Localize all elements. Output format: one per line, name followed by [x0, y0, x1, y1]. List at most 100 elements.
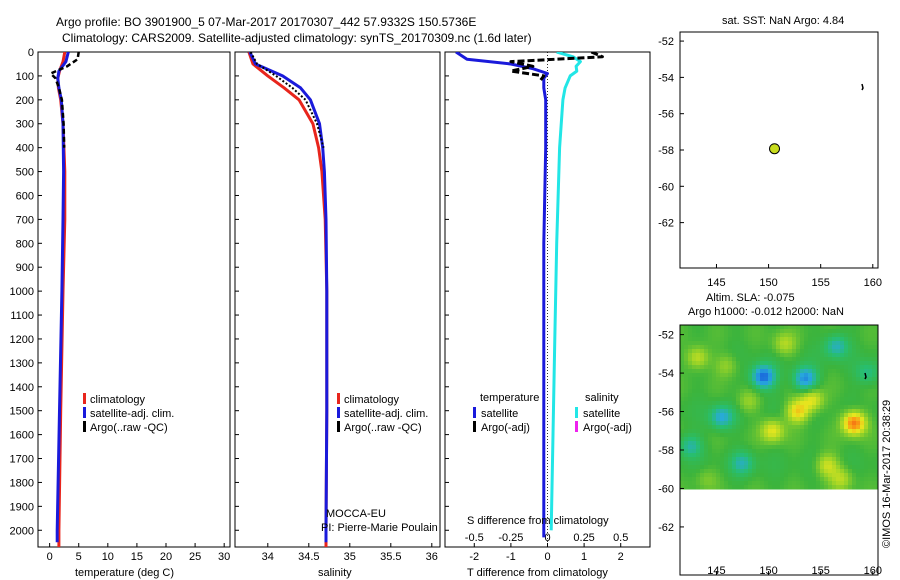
sla-cell: [832, 453, 837, 458]
sla-cell: [828, 385, 833, 390]
sla-cell: [748, 469, 753, 474]
sla-cell: [764, 353, 769, 358]
sla-cell: [732, 413, 737, 418]
temperature-x-tick-label: 15: [131, 551, 143, 563]
sla-cell: [772, 465, 777, 470]
sla-cell: [784, 449, 789, 454]
sla-cell: [760, 429, 765, 434]
legend-temp-satellite-swatch: [473, 407, 476, 418]
sla-cell: [812, 485, 817, 490]
sla-cell: [836, 365, 841, 370]
sla-cell: [688, 361, 693, 366]
sla-cell: [744, 421, 749, 426]
sla-cell: [852, 373, 857, 378]
sla-cell: [752, 353, 757, 358]
sla-cell: [804, 477, 809, 482]
sla-cell: [716, 473, 721, 478]
sla-cell: [768, 381, 773, 386]
sla-cell: [684, 417, 689, 422]
sla-cell: [800, 369, 805, 374]
lon-tick-label: 150: [759, 565, 777, 577]
sla-cell: [760, 345, 765, 350]
sla-cell: [796, 337, 801, 342]
sla-cell: [728, 437, 733, 442]
sla-cell: [752, 337, 757, 342]
sla-cell: [836, 437, 841, 442]
sla-cell: [696, 453, 701, 458]
difference-x-tick-label: -2: [469, 551, 479, 563]
sla-cell: [848, 453, 853, 458]
sla-cell: [848, 377, 853, 382]
sla-cell: [872, 369, 877, 374]
sla-cell: [760, 357, 765, 362]
sla-cell: [852, 449, 857, 454]
sla-cell: [724, 413, 729, 418]
sla-cell: [832, 329, 837, 334]
sla-cell: [764, 389, 769, 394]
sla-cell: [872, 429, 877, 434]
sla-cell: [812, 469, 817, 474]
sla-cell: [832, 445, 837, 450]
sla-cell: [716, 377, 721, 382]
sla-cell: [864, 385, 869, 390]
sla-cell: [828, 445, 833, 450]
sla-cell: [712, 333, 717, 338]
sla-cell: [728, 365, 733, 370]
sla-cell: [876, 417, 878, 422]
sla-cell: [764, 485, 769, 490]
sla-cell: [756, 461, 761, 466]
sla-cell: [820, 337, 825, 342]
sla-cell: [852, 349, 857, 354]
sla-cell: [868, 389, 873, 394]
sla-cell: [732, 473, 737, 478]
sla-cell: [720, 325, 725, 330]
temperature-x-tick-label: 30: [218, 551, 230, 563]
sla-cell: [828, 469, 833, 474]
sla-cell: [716, 333, 721, 338]
sla-cell: [688, 477, 693, 482]
sla-cell: [840, 425, 845, 430]
sla-cell: [780, 393, 785, 398]
sla-cell: [740, 333, 745, 338]
sla-cell: [772, 373, 777, 378]
sla-cell: [800, 433, 805, 438]
sla-cell: [864, 409, 869, 414]
sla-cell: [704, 353, 709, 358]
sla-cell: [836, 377, 841, 382]
salinity-satellite-difference-line: [549, 52, 582, 531]
sla-cell: [688, 329, 693, 334]
sla-cell: [852, 341, 857, 346]
sla-cell: [744, 377, 749, 382]
sla-cell: [848, 393, 853, 398]
sla-cell: [764, 465, 769, 470]
sla-cell: [872, 361, 877, 366]
sla-cell: [688, 413, 693, 418]
sla-cell: [812, 433, 817, 438]
sla-cell: [832, 325, 837, 330]
sla-cell: [772, 425, 777, 430]
sla-cell: [680, 333, 685, 338]
sla-cell: [732, 385, 737, 390]
sla-cell: [764, 409, 769, 414]
sla-cell: [692, 469, 697, 474]
sla-cell: [820, 333, 825, 338]
sla-cell: [732, 453, 737, 458]
sla-cell: [728, 485, 733, 490]
sla-cell: [816, 329, 821, 334]
sla-cell: [876, 461, 878, 466]
sla-cell: [744, 445, 749, 450]
sla-cell: [780, 473, 785, 478]
sla-cell: [864, 445, 869, 450]
sla-cell: [732, 457, 737, 462]
sla-cell: [828, 349, 833, 354]
sla-cell: [848, 405, 853, 410]
sla-cell: [836, 429, 841, 434]
sla-cell: [700, 449, 705, 454]
sla-cell: [788, 425, 793, 430]
sla-cell: [692, 445, 697, 450]
sla-cell: [680, 421, 685, 426]
sla-cell: [856, 405, 861, 410]
sla-cell: [788, 337, 793, 342]
sla-cell: [728, 341, 733, 346]
sla-cell: [780, 361, 785, 366]
